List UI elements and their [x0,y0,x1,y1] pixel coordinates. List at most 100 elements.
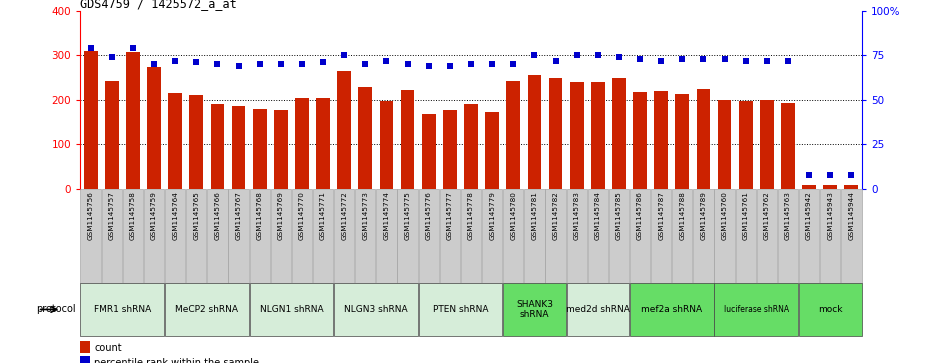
Text: GSM1145943: GSM1145943 [827,192,834,240]
Bar [207,189,228,283]
Text: GDS4759 / 1425572_a_at: GDS4759 / 1425572_a_at [80,0,236,10]
Bar [464,104,478,189]
Text: percentile rank within the sample: percentile rank within the sample [94,358,259,363]
Bar [250,189,269,283]
Text: GSM1145776: GSM1145776 [426,192,431,240]
Bar [232,106,246,189]
Point [83,45,98,51]
Text: PTEN shRNA: PTEN shRNA [432,305,488,314]
Point [696,56,711,62]
Text: GSM1145768: GSM1145768 [256,192,263,240]
Text: GSM1145775: GSM1145775 [405,192,411,240]
Bar [105,81,119,189]
Text: SHANK3
shRNA: SHANK3 shRNA [516,300,553,319]
Bar [570,82,583,189]
Bar [461,189,481,283]
Text: GSM1145780: GSM1145780 [511,192,516,240]
Text: GSM1145783: GSM1145783 [574,192,579,240]
Text: GSM1145759: GSM1145759 [151,192,157,240]
Text: GSM1145944: GSM1145944 [849,192,854,240]
Bar [440,189,460,283]
Text: GSM1145764: GSM1145764 [172,192,178,240]
Bar [189,95,203,189]
Point [717,56,732,62]
Bar [84,51,98,189]
Bar [503,283,565,336]
Text: GSM1145766: GSM1145766 [215,192,220,240]
Point [252,61,268,67]
Bar [566,189,587,283]
Point [273,61,288,67]
Text: GSM1145767: GSM1145767 [236,192,241,240]
Point [591,52,606,58]
Text: GSM1145757: GSM1145757 [108,192,115,240]
Bar [841,189,862,283]
Point [295,61,310,67]
Bar [844,185,858,189]
Text: GSM1145785: GSM1145785 [616,192,622,240]
Bar [250,283,333,336]
Text: GSM1145758: GSM1145758 [130,192,136,240]
Bar [714,283,798,336]
Bar [778,189,798,283]
Text: luciferase shRNA: luciferase shRNA [723,305,788,314]
Point [105,54,120,60]
Bar [781,103,795,189]
Text: GSM1145762: GSM1145762 [764,192,770,240]
Bar [675,94,690,189]
Bar [126,52,139,189]
Bar [355,189,376,283]
Bar [102,189,122,283]
Bar [252,109,267,189]
Point [379,58,394,64]
Text: NLGN1 shRNA: NLGN1 shRNA [260,305,323,314]
Bar [651,189,672,283]
Bar [820,189,840,283]
Point [822,172,837,178]
Point [484,61,499,67]
Text: GSM1145777: GSM1145777 [447,192,453,240]
Point [168,58,183,64]
Bar [696,89,710,189]
Bar [443,110,457,189]
Bar [633,92,647,189]
Bar [591,82,605,189]
Point [188,60,203,65]
Point [506,61,521,67]
Point [421,63,436,69]
Text: GSM1145784: GSM1145784 [594,192,601,240]
Point [632,56,647,62]
Text: GSM1145765: GSM1145765 [193,192,200,240]
Bar [334,283,417,336]
Point [443,63,458,69]
Bar [609,189,629,283]
Bar [211,104,224,189]
Bar [693,189,714,283]
Text: GSM1145779: GSM1145779 [489,192,495,240]
Text: GSM1145770: GSM1145770 [299,192,305,240]
Text: NLGN3 shRNA: NLGN3 shRNA [344,305,408,314]
Text: GSM1145774: GSM1145774 [383,192,389,240]
Bar [398,189,417,283]
Bar [122,189,143,283]
Bar [169,93,182,189]
Bar [80,189,101,283]
Bar [673,189,692,283]
Bar [317,98,330,189]
Bar [80,283,164,336]
Point [759,58,774,64]
Bar [482,189,502,283]
Text: MeCP2 shRNA: MeCP2 shRNA [175,305,238,314]
Point [802,172,817,178]
Bar [359,87,372,189]
Bar [528,76,542,189]
Bar [337,72,351,189]
Bar [823,185,837,189]
Text: GSM1145769: GSM1145769 [278,192,284,240]
Bar [630,283,714,336]
Bar [313,189,333,283]
Bar [334,189,354,283]
Bar [760,100,773,189]
Point [147,61,162,67]
Bar [630,189,650,283]
